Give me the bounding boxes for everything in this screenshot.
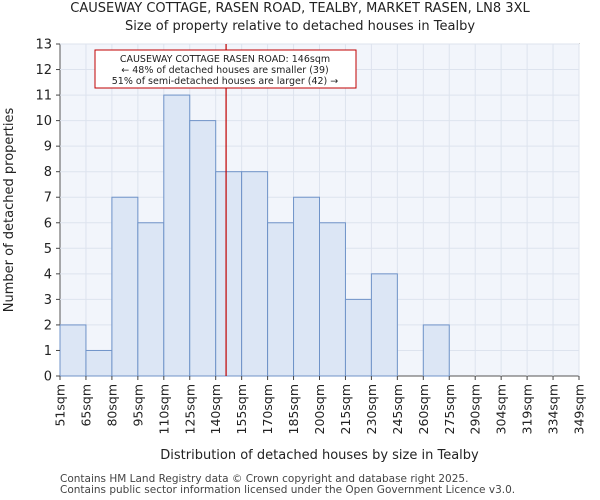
bar-260sqm [422, 324, 450, 377]
bar-185sqm [293, 196, 320, 377]
x-tick-label: 155sqm [234, 384, 249, 434]
y-tick-label: 8 [44, 165, 52, 180]
y-axis-label: Number of detached properties [2, 108, 17, 313]
y-tick-label: 12 [35, 63, 52, 78]
y-tick-label: 3 [44, 293, 52, 308]
annotation-line-1: CAUSEWAY COTTAGE RASEN ROAD: 146sqm [120, 54, 330, 65]
x-axis-ticks: 51sqm 65sqm 80sqm 95sqm 110sqm 125sqm 140sqm 15… [53, 376, 587, 434]
bar-140sqm [215, 171, 243, 377]
x-tick-label: 319sqm [520, 384, 535, 434]
bar-51sqm [59, 324, 87, 377]
y-tick-label: 9 [44, 140, 52, 155]
y-tick-label: 4 [44, 267, 52, 282]
bar-125sqm [189, 120, 217, 377]
chart-subtitle: Size of property relative to detached ho… [124, 19, 476, 34]
x-tick-label: 185sqm [286, 384, 301, 434]
x-tick-label: 95sqm [130, 384, 145, 427]
bar-155sqm [241, 171, 269, 377]
y-tick-label: 1 [44, 344, 52, 359]
bar-65sqm [85, 349, 113, 377]
bars [59, 94, 450, 377]
y-tick-label: 6 [44, 216, 52, 231]
x-tick-label: 334sqm [546, 384, 561, 434]
x-tick-label: 170sqm [260, 384, 275, 434]
y-tick-label: 0 [44, 370, 52, 385]
y-tick-label: 2 [44, 318, 52, 333]
annotation-border [94, 49, 357, 89]
x-tick-label: 230sqm [364, 384, 379, 434]
x-tick-label: 200sqm [312, 384, 327, 434]
bar-230sqm [370, 273, 398, 377]
x-tick-label: 51sqm [53, 384, 68, 427]
bar-80sqm [111, 196, 139, 377]
annotation-line-2: ← 48% of detached houses are smaller (39… [121, 65, 328, 76]
x-tick-label: 349sqm [572, 384, 587, 434]
y-tick-label: 7 [44, 191, 52, 206]
bar-170sqm [267, 222, 295, 377]
x-tick-label: 80sqm [104, 384, 119, 427]
bar-110sqm [163, 94, 191, 377]
bar-200sqm [319, 222, 346, 377]
x-tick-label: 110sqm [156, 384, 171, 434]
x-tick-label: 260sqm [416, 384, 431, 434]
x-axis-label: Distribution of detached houses by size … [160, 448, 479, 463]
x-tick-label: 290sqm [468, 384, 483, 434]
x-tick-label: 125sqm [182, 384, 197, 434]
footer-line-1: Contains HM Land Registry data © Crown c… [60, 473, 469, 485]
x-tick-label: 275sqm [442, 384, 457, 434]
annotation-line-3: 51% of semi-detached houses are larger (… [112, 76, 339, 87]
chart-title: CAUSEWAY COTTAGE, RASEN ROAD, TEALBY, MA… [70, 1, 530, 16]
annotation-box: CAUSEWAY COTTAGE RASEN ROAD: 146sqm ← 48… [94, 49, 357, 89]
x-tick-label: 140sqm [208, 384, 223, 434]
x-tick-label: 304sqm [494, 384, 509, 434]
x-tick-label: 215sqm [338, 384, 353, 434]
footer-line-2: Contains public sector information licen… [60, 484, 516, 496]
y-tick-label: 13 [35, 38, 52, 53]
y-tick-label: 10 [35, 114, 52, 129]
y-tick-label: 11 [35, 89, 52, 104]
x-tick-label: 65sqm [78, 384, 93, 427]
y-tick-label: 5 [44, 242, 52, 257]
x-tick-label: 245sqm [390, 384, 405, 434]
bar-95sqm [137, 222, 165, 377]
bar-215sqm [344, 298, 372, 377]
